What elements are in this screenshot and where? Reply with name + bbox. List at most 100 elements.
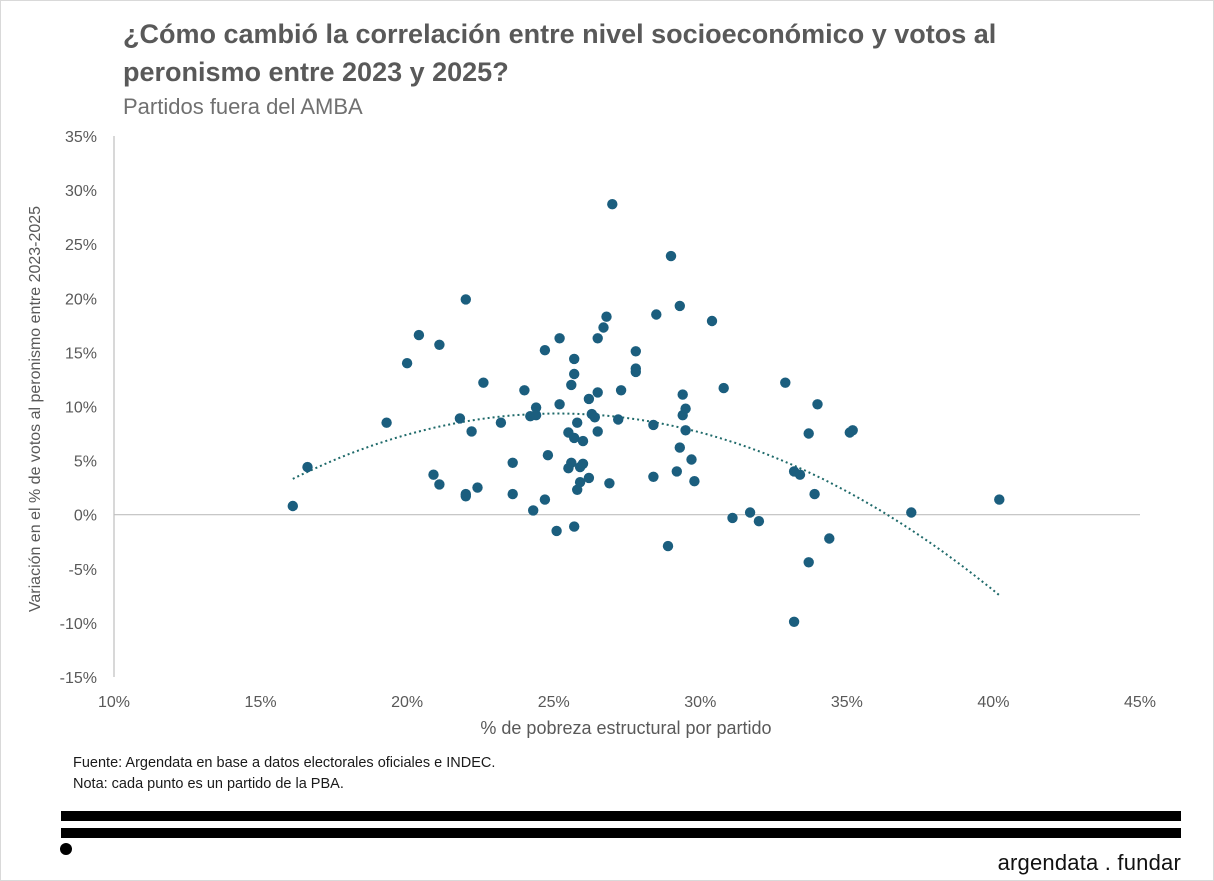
data-point xyxy=(528,505,539,516)
x-tick-label: 40% xyxy=(977,694,1009,711)
y-tick-label: 20% xyxy=(65,291,97,308)
data-point xyxy=(604,478,615,489)
data-point xyxy=(460,294,471,305)
data-point xyxy=(434,339,445,350)
x-tick-label: 20% xyxy=(391,694,423,711)
data-point xyxy=(566,379,577,391)
data-point xyxy=(689,476,700,487)
scatter-plot: -15% -10% -5% 0% 5% 10% 15% 20% 25% 30% 35% 10% 15% 2… xyxy=(60,129,1156,711)
data-point xyxy=(794,469,806,480)
data-point xyxy=(401,358,413,369)
y-axis-label: Variación en el % de votos al peronismo … xyxy=(27,205,44,613)
x-tick-label: 15% xyxy=(245,694,277,711)
data-point xyxy=(466,426,477,437)
data-point xyxy=(569,432,580,444)
data-point xyxy=(651,309,662,320)
brand-bar-top xyxy=(61,811,1181,821)
data-point xyxy=(495,417,507,428)
y-tick-label: -15% xyxy=(60,670,97,687)
data-point xyxy=(530,402,542,413)
y-tick-label: 15% xyxy=(65,345,97,362)
x-tick-label: 45% xyxy=(1124,694,1156,711)
source-text: Fuente: Argendata en base a datos electo… xyxy=(73,755,496,771)
data-point xyxy=(744,507,756,518)
data-point xyxy=(569,368,580,380)
data-point xyxy=(671,466,682,477)
y-tick-label: 5% xyxy=(74,454,97,471)
data-point xyxy=(718,382,729,394)
trend-line xyxy=(292,412,1000,596)
data-point xyxy=(592,387,603,398)
data-point xyxy=(824,533,835,544)
data-point xyxy=(551,525,562,537)
data-point xyxy=(630,366,641,378)
data-point xyxy=(478,377,489,388)
brand-logo-text: argendata . fundar xyxy=(997,850,1181,875)
note-text: Nota: cada punto es un partido de la PBA… xyxy=(73,776,344,792)
data-point xyxy=(460,488,471,500)
data-point xyxy=(574,477,586,488)
data-point xyxy=(686,454,697,465)
y-tick-label: 25% xyxy=(65,237,97,254)
data-point xyxy=(780,377,791,388)
data-point xyxy=(454,413,466,424)
data-point xyxy=(630,346,641,357)
data-point xyxy=(615,385,627,396)
y-tick-label: 10% xyxy=(65,400,97,417)
data-point xyxy=(648,471,659,482)
data-point xyxy=(812,399,823,410)
brand-bar-bottom xyxy=(61,828,1181,838)
data-point xyxy=(302,461,313,473)
data-point xyxy=(554,399,565,410)
chart-subtitle: Partidos fuera del AMBA xyxy=(123,94,363,119)
data-point xyxy=(727,512,738,524)
data-point xyxy=(572,417,583,428)
data-point xyxy=(519,385,530,396)
data-point xyxy=(569,521,580,532)
data-point xyxy=(554,333,565,344)
data-point xyxy=(472,482,483,493)
data-point xyxy=(542,450,554,461)
x-tick-label: 10% xyxy=(98,694,130,711)
data-point xyxy=(662,540,674,552)
x-tick-label: 35% xyxy=(831,694,863,711)
data-point xyxy=(434,479,445,490)
data-point xyxy=(674,300,685,312)
y-tick-label: 0% xyxy=(74,508,97,525)
data-point xyxy=(428,469,439,480)
data-point xyxy=(577,435,589,447)
data-point xyxy=(381,417,392,428)
x-tick-label: 25% xyxy=(538,694,570,711)
x-axis-label: % de pobreza estructural por partido xyxy=(480,718,772,738)
data-point xyxy=(753,516,765,527)
data-point xyxy=(566,457,577,468)
chart-title: ¿Cómo cambió la correlación entre nivel … xyxy=(123,19,997,87)
data-point xyxy=(569,353,580,365)
data-point xyxy=(665,250,677,262)
data-point xyxy=(680,403,691,414)
data-point xyxy=(677,389,688,400)
data-point xyxy=(413,329,425,341)
data-point xyxy=(613,414,624,425)
data-point xyxy=(583,472,595,484)
data-point xyxy=(601,311,612,322)
data-point xyxy=(507,488,518,500)
data-point xyxy=(592,426,603,437)
data-point xyxy=(648,419,659,431)
data-point xyxy=(906,507,917,518)
data-point xyxy=(507,457,518,468)
x-tick-label: 30% xyxy=(684,694,716,711)
data-point xyxy=(583,393,595,405)
data-point xyxy=(539,494,551,505)
y-tick-label: -5% xyxy=(69,562,97,579)
y-tick-label: -10% xyxy=(60,616,97,633)
data-point xyxy=(607,199,618,210)
data-point xyxy=(803,428,814,439)
data-point xyxy=(674,442,685,453)
data-point xyxy=(706,315,718,327)
data-point xyxy=(577,458,589,469)
data-point xyxy=(994,494,1005,505)
data-point xyxy=(539,345,551,356)
data-point xyxy=(592,333,603,344)
